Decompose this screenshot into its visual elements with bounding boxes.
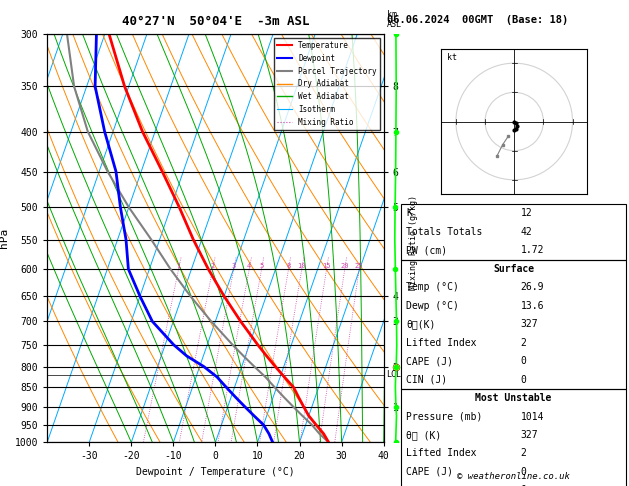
Text: PW (cm): PW (cm): [406, 245, 447, 255]
Text: 1.72: 1.72: [521, 245, 544, 255]
Text: 06.06.2024  00GMT  (Base: 18): 06.06.2024 00GMT (Base: 18): [387, 15, 569, 25]
Text: θᴇ (K): θᴇ (K): [406, 430, 442, 440]
Legend: Temperature, Dewpoint, Parcel Trajectory, Dry Adiabat, Wet Adiabat, Isotherm, Mi: Temperature, Dewpoint, Parcel Trajectory…: [274, 38, 380, 130]
Text: Dewp (°C): Dewp (°C): [406, 301, 459, 311]
Text: Temp (°C): Temp (°C): [406, 282, 459, 292]
Text: 13.6: 13.6: [521, 301, 544, 311]
Text: 4: 4: [247, 263, 252, 269]
Text: 42: 42: [521, 227, 533, 237]
Text: Most Unstable: Most Unstable: [476, 393, 552, 403]
Text: km
ASL: km ASL: [387, 10, 402, 29]
Text: Lifted Index: Lifted Index: [406, 338, 477, 347]
Text: 1: 1: [177, 263, 181, 269]
Text: 1014: 1014: [521, 412, 544, 421]
Text: kt: kt: [447, 53, 457, 62]
Text: Surface: Surface: [493, 264, 534, 274]
Text: 2: 2: [211, 263, 215, 269]
Text: 0: 0: [521, 356, 526, 366]
Text: Totals Totals: Totals Totals: [406, 227, 482, 237]
Text: 10: 10: [298, 263, 306, 269]
Text: CIN (J): CIN (J): [406, 375, 447, 384]
Text: 12: 12: [521, 208, 533, 218]
Text: 327: 327: [521, 319, 538, 329]
Text: 8: 8: [286, 263, 291, 269]
Text: Mixing Ratio (g/kg): Mixing Ratio (g/kg): [409, 195, 418, 291]
Text: CAPE (J): CAPE (J): [406, 356, 454, 366]
X-axis label: Dewpoint / Temperature (°C): Dewpoint / Temperature (°C): [136, 467, 295, 477]
Text: Lifted Index: Lifted Index: [406, 449, 477, 458]
Text: 5: 5: [260, 263, 264, 269]
Y-axis label: hPa: hPa: [0, 228, 9, 248]
Text: 20: 20: [340, 263, 349, 269]
Text: 2: 2: [521, 338, 526, 347]
Text: LCL: LCL: [386, 370, 401, 380]
Text: 3: 3: [231, 263, 236, 269]
Text: 0: 0: [521, 375, 526, 384]
Text: 15: 15: [322, 263, 331, 269]
Text: K: K: [406, 208, 412, 218]
Text: CAPE (J): CAPE (J): [406, 467, 454, 477]
Text: 26.9: 26.9: [521, 282, 544, 292]
Text: 327: 327: [521, 430, 538, 440]
Text: 25: 25: [355, 263, 364, 269]
Text: θᴇ(K): θᴇ(K): [406, 319, 436, 329]
Text: Pressure (mb): Pressure (mb): [406, 412, 482, 421]
Text: © weatheronline.co.uk: © weatheronline.co.uk: [457, 472, 570, 481]
Text: 40°27'N  50°04'E  -3m ASL: 40°27'N 50°04'E -3m ASL: [121, 15, 309, 28]
Text: 0: 0: [521, 467, 526, 477]
Text: 2: 2: [521, 449, 526, 458]
